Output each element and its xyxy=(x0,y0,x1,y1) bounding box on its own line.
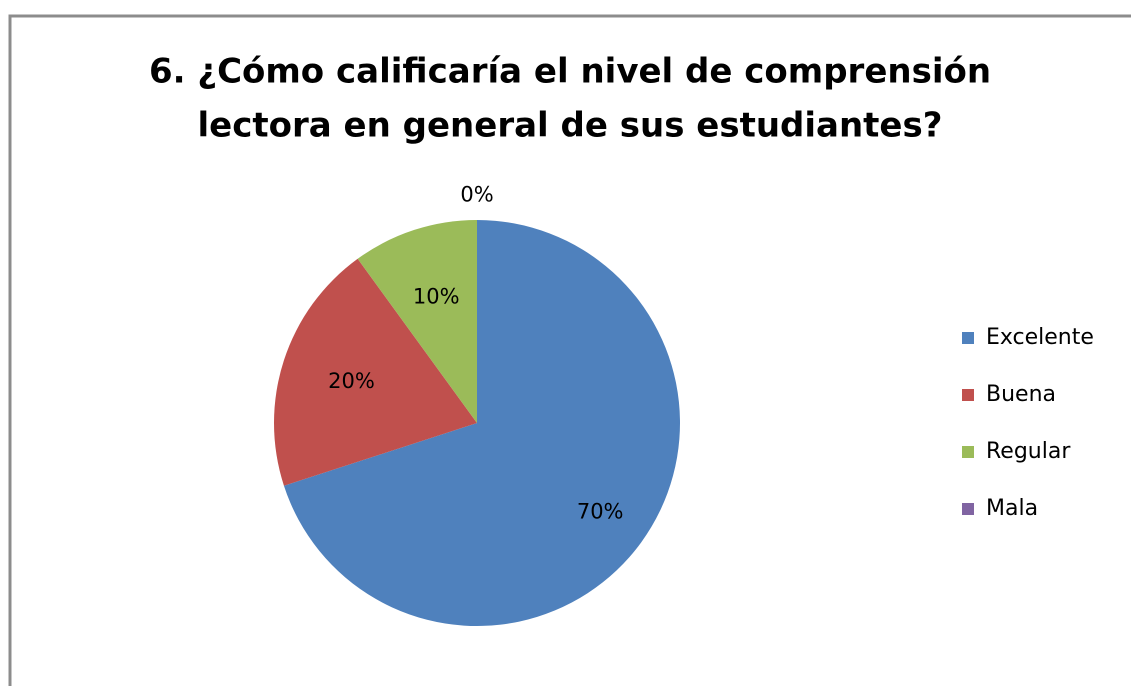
pie-slice xyxy=(283,220,680,626)
chart-frame xyxy=(8,14,1131,686)
data-label: 20% xyxy=(328,369,375,393)
legend-label: Mala xyxy=(986,496,1038,521)
legend-swatch xyxy=(962,446,974,458)
chart-title: 6. ¿Cómo calificaría el nivel de compren… xyxy=(149,52,991,92)
legend-label: Regular xyxy=(986,439,1071,464)
chart-title: lectora en general de sus estudiantes? xyxy=(198,106,943,146)
data-label: 0% xyxy=(460,183,493,207)
pie-slice xyxy=(273,258,477,486)
pie-slice xyxy=(357,220,477,423)
legend-swatch xyxy=(962,503,974,515)
legend-label: Excelente xyxy=(986,325,1094,350)
data-label: 70% xyxy=(577,499,624,523)
legend-label: Buena xyxy=(986,382,1056,407)
legend-swatch xyxy=(962,332,974,344)
legend-swatch xyxy=(962,389,974,401)
data-label: 10% xyxy=(413,285,460,309)
